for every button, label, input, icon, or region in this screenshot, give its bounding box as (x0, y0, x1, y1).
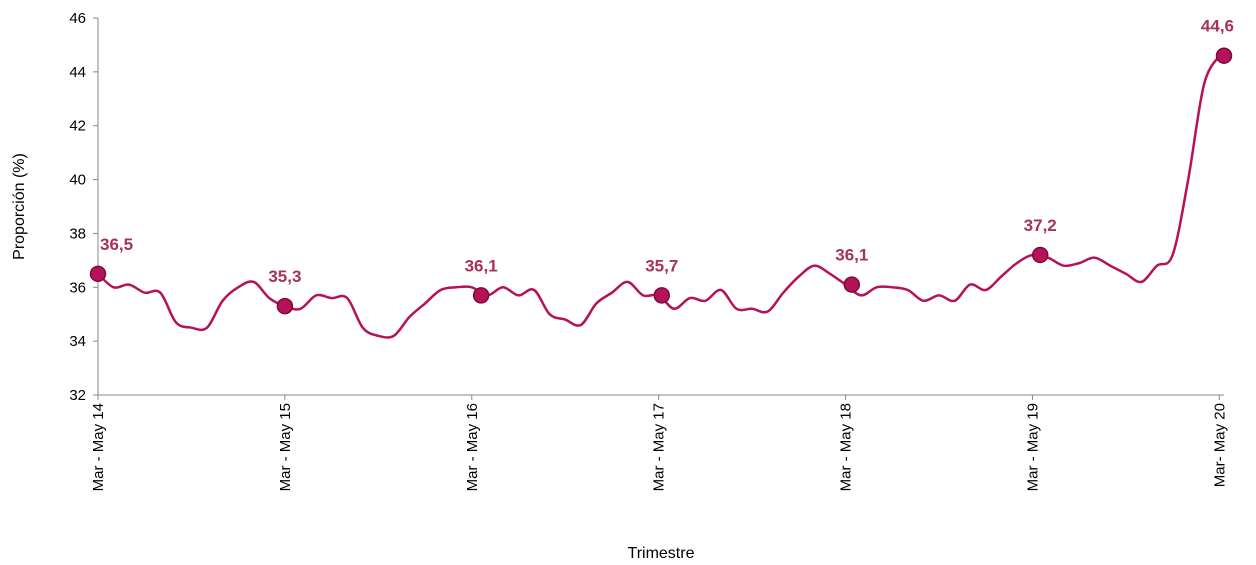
x-tick-label: Mar - May 19 (1024, 403, 1041, 491)
data-marker (276, 297, 294, 315)
x-ticks: Mar - May 14 Mar - May 15 Mar - May 16 Mar … (90, 395, 1228, 491)
axes (97, 18, 1224, 396)
x-tick-label: Mar - May 14 (90, 403, 107, 491)
y-tick-label: 38 (69, 225, 86, 242)
y-tick-label: 46 (69, 10, 86, 27)
data-label: 44,6 (1201, 17, 1234, 36)
data-marker (472, 287, 490, 304)
data-label: 37,2 (1024, 216, 1057, 235)
y-tick-label: 44 (69, 64, 86, 81)
x-tick-label: Mar - May 17 (651, 403, 668, 491)
y-axis-title: Proporción (%) (11, 153, 28, 260)
x-tick-label: Mar- May 20 (1211, 403, 1228, 487)
data-marker (1031, 246, 1049, 264)
x-tick-label: Mar - May 15 (277, 403, 294, 491)
x-axis-title: Trimestre (628, 545, 695, 562)
x-tick-label: Mar - May 18 (838, 403, 855, 491)
y-tick-label: 36 (69, 279, 86, 296)
data-marker (89, 265, 107, 283)
y-tick-label: 32 (69, 387, 86, 404)
y-tick-label: 40 (69, 172, 86, 189)
data-marker (843, 276, 861, 293)
data-label: 36,1 (835, 246, 868, 265)
data-markers (89, 47, 1233, 315)
data-label: 35,7 (645, 256, 678, 275)
y-ticks: 32 34 36 38 40 42 44 46 (69, 10, 98, 404)
x-tick-label: Mar - May 16 (464, 403, 481, 491)
y-tick-label: 34 (69, 333, 86, 350)
data-marker (653, 287, 671, 304)
y-tick-label: 42 (69, 118, 86, 135)
data-label: 36,5 (100, 235, 133, 254)
data-label: 35,3 (268, 267, 301, 286)
data-labels: 36,5 35,3 36,1 35,7 36,1 37,2 44,6 (100, 17, 1234, 286)
data-label: 36,1 (465, 256, 498, 275)
data-marker (1215, 47, 1233, 64)
